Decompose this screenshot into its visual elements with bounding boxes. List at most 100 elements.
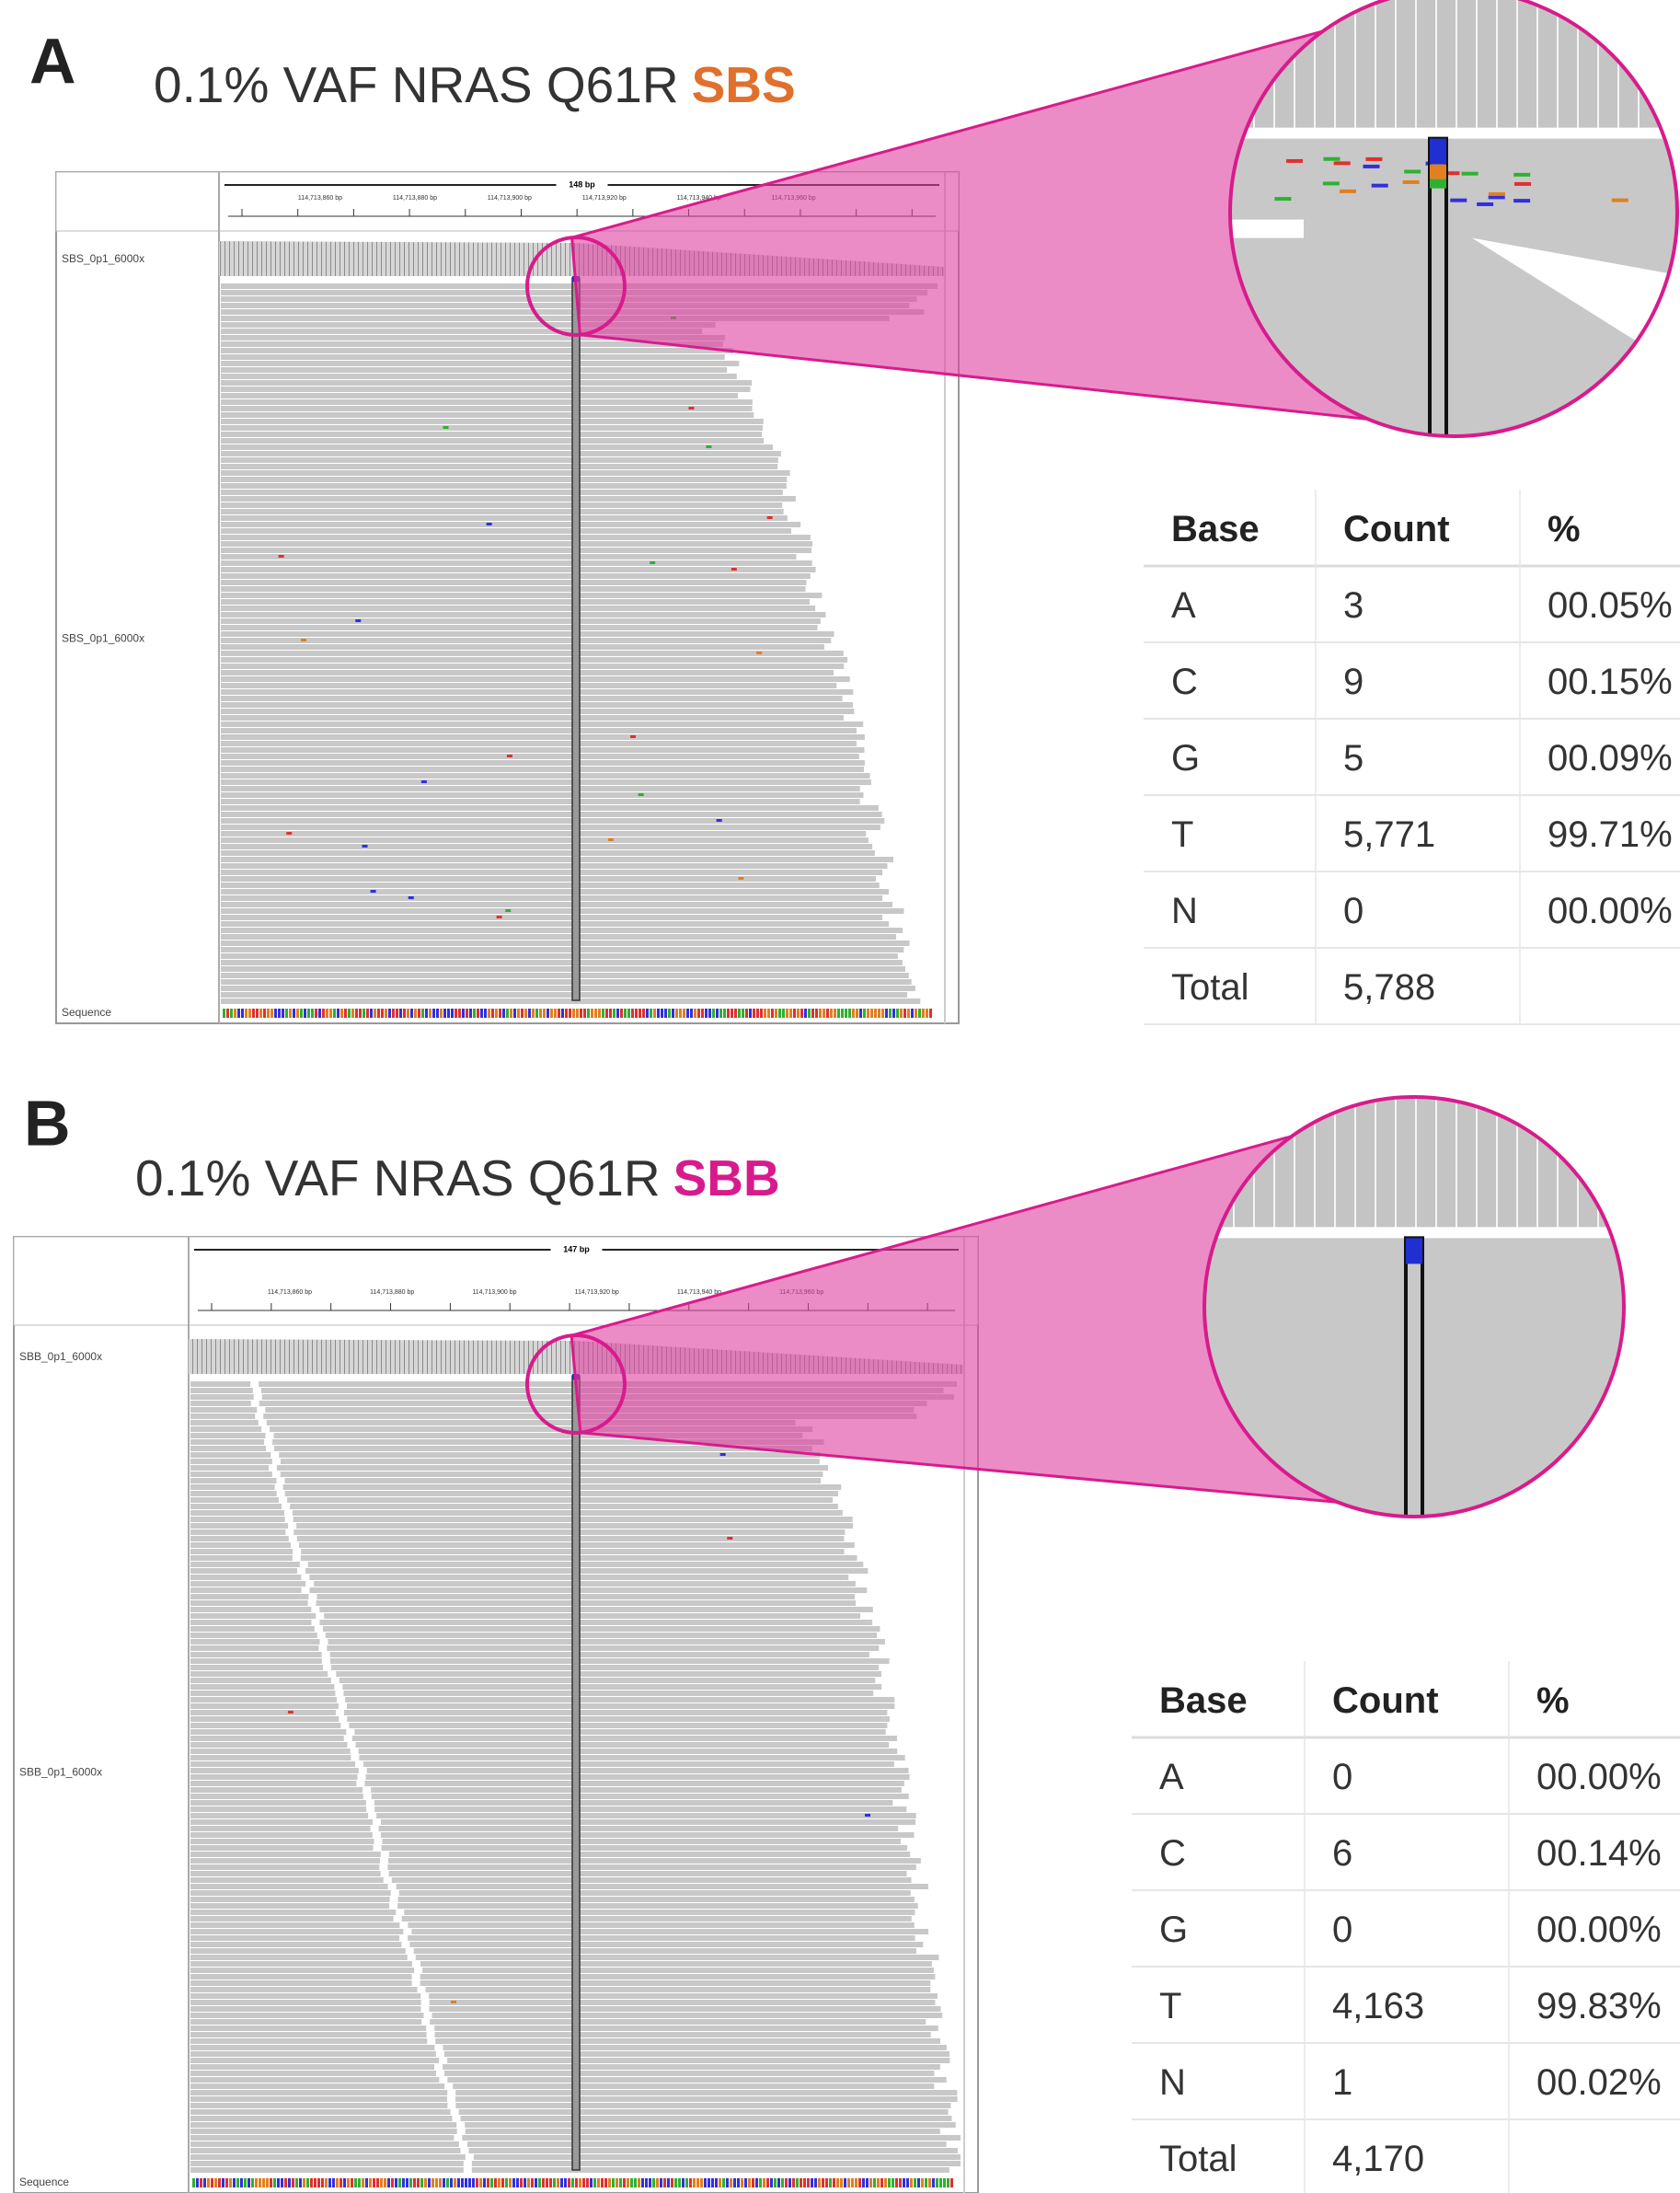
sequence-base	[811, 1009, 814, 1018]
read	[190, 1581, 856, 1587]
gap	[355, 1761, 364, 1767]
read	[221, 979, 912, 985]
sequence-base	[277, 2178, 280, 2187]
sequence-base	[881, 1009, 884, 1018]
read	[190, 1497, 834, 1503]
sequence-base	[823, 1009, 825, 1018]
sequence-base	[484, 1009, 487, 1018]
sequence-base	[696, 2178, 699, 2187]
sequence-base	[582, 2178, 585, 2187]
sequence-base	[348, 1009, 351, 1018]
gap	[330, 1678, 339, 1683]
sequence-label: Sequence	[19, 2176, 69, 2188]
sequence-base	[502, 1009, 505, 1018]
sequence-base	[473, 1009, 476, 1018]
zoom-view	[1230, 0, 1677, 436]
read	[190, 1703, 895, 1709]
sequence-base	[318, 1009, 321, 1018]
sequence-base	[900, 1009, 903, 1018]
gap	[356, 1781, 365, 1786]
gap	[373, 1845, 382, 1851]
panel-label: B	[24, 1087, 71, 1159]
sequence-base	[256, 1009, 259, 1018]
read	[221, 992, 908, 998]
read	[190, 1974, 936, 1979]
table-cell: 6	[1332, 1833, 1352, 1874]
zoom-mismatch	[1488, 195, 1505, 200]
read	[190, 1542, 855, 1548]
mismatch	[607, 838, 614, 841]
read	[221, 792, 864, 798]
gap	[282, 1504, 291, 1509]
table-cell: 00.02%	[1536, 2062, 1662, 2103]
sequence-base	[535, 2178, 537, 2187]
table-cell: 3	[1343, 585, 1364, 626]
read	[221, 528, 791, 534]
read	[221, 715, 844, 721]
sequence-base	[436, 1009, 439, 1018]
sequence-base	[866, 2178, 869, 2187]
sequence-base	[807, 2178, 810, 2187]
read	[221, 580, 807, 585]
sequence-base	[498, 2178, 501, 2187]
sequence-base	[517, 1009, 520, 1018]
read	[221, 709, 855, 714]
sequence-base	[730, 2178, 732, 2187]
sequence-base	[760, 1009, 763, 1018]
table-cell: A	[1171, 585, 1196, 626]
read	[221, 825, 880, 830]
sequence-base	[763, 2178, 765, 2187]
sequence-base	[293, 1009, 295, 1018]
table-cell: 5,771	[1343, 814, 1435, 855]
read	[221, 818, 885, 824]
read	[190, 2064, 940, 2070]
read	[221, 902, 893, 907]
sequence-base	[693, 2178, 696, 2187]
sequence-base	[892, 2178, 894, 2187]
sequence-base	[369, 2178, 372, 2187]
read	[190, 1414, 917, 1419]
sequence-base	[803, 2178, 806, 2187]
sequence-base	[594, 1009, 597, 1018]
sequence-base	[435, 2178, 438, 2187]
mismatch	[300, 639, 306, 641]
sequence-base	[554, 1009, 557, 1018]
gap	[380, 1871, 389, 1876]
mismatch	[506, 755, 512, 757]
read	[221, 335, 726, 340]
sequence-base	[852, 1009, 855, 1018]
read	[221, 367, 728, 373]
sequence-base	[711, 2178, 714, 2187]
sequence-base	[395, 2178, 397, 2187]
sequence-base	[660, 2178, 662, 2187]
read	[190, 1864, 916, 1870]
read	[190, 1806, 907, 1812]
gap	[279, 1497, 288, 1503]
sequence-base	[402, 2178, 405, 2187]
gap	[337, 1697, 346, 1702]
sequence-base	[532, 1009, 535, 1018]
read	[190, 1903, 918, 1909]
sequence-base	[877, 2178, 880, 2187]
gap	[423, 2013, 432, 2018]
read	[221, 303, 910, 308]
table-cell: 00.14%	[1536, 1833, 1662, 1874]
sequence-base	[862, 2178, 865, 2187]
sequence-base	[237, 1009, 240, 1018]
sequence-base	[664, 1009, 667, 1018]
position-label: 114,713,860 bp	[268, 1289, 312, 1296]
sequence-base	[590, 2178, 593, 2187]
sequence-base	[639, 1009, 641, 1018]
read	[190, 1529, 846, 1535]
gap	[284, 1517, 293, 1522]
read	[190, 1697, 895, 1702]
sequence-base	[605, 1009, 608, 1018]
gap	[463, 2167, 472, 2173]
sequence-base	[903, 1009, 906, 1018]
sequence-base	[650, 1009, 652, 1018]
sequence-base	[781, 2178, 784, 2187]
sequence-base	[465, 2178, 467, 2187]
read	[190, 1684, 882, 1690]
sequence-base	[657, 1009, 660, 1018]
gap	[436, 2071, 445, 2076]
